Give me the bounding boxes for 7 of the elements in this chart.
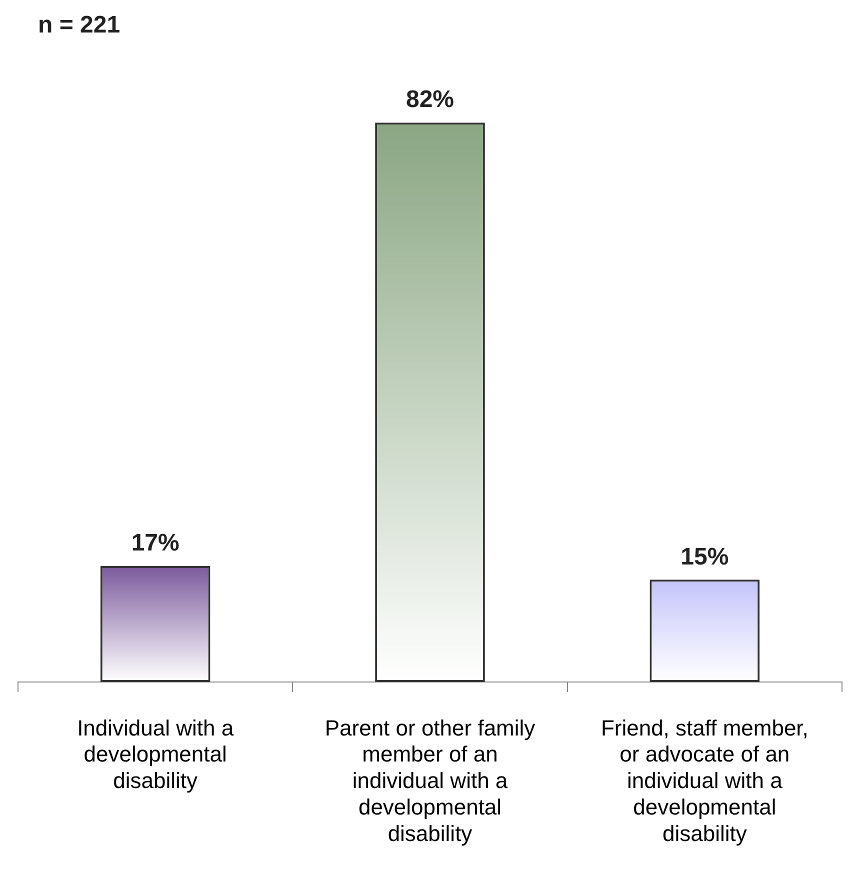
x-tick-label: Individual with a developmental disability — [77, 715, 234, 794]
text: n = 221 — [38, 12, 120, 39]
data-label: 15% — [680, 543, 729, 570]
data-label: 82% — [406, 86, 454, 114]
x-tick-label: Parent or other family member of an individual with a developmental disability — [324, 715, 536, 846]
data-label: 17% — [131, 530, 180, 557]
x-tick-label: Friend, staff member, or advocate of an individual with a developmental disability — [600, 715, 808, 846]
